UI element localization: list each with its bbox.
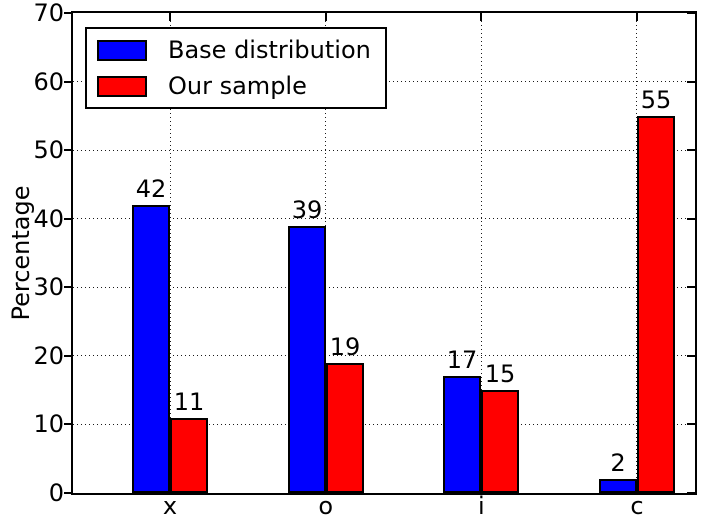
y-tick-left [64, 80, 71, 83]
h-gridline [73, 423, 695, 425]
bar-value-label: 17 [446, 346, 478, 374]
h-gridline [73, 149, 695, 151]
bar-i-base [443, 376, 481, 493]
legend-label-base-distribution: Base distribution [168, 36, 371, 64]
plot-area: Base distribution Our sample 42 39 17 2 11 19… [64, 11, 697, 495]
bar-i-sample [481, 390, 519, 493]
y-tick-left [64, 354, 71, 357]
y-tick-label: 10 [33, 410, 64, 439]
v-gridline [636, 13, 638, 493]
bar-value-label: 15 [484, 360, 516, 388]
y-tick-label: 50 [33, 136, 64, 165]
y-tick-left [64, 492, 71, 494]
y-tick-right [687, 492, 695, 494]
y-tick-label: 40 [33, 204, 64, 233]
y-tick-label: 70 [33, 0, 64, 27]
bar-value-label: 11 [173, 388, 205, 416]
v-gridline [169, 13, 171, 493]
h-gridline [73, 218, 695, 220]
h-gridline [73, 286, 695, 288]
y-tick-label: 60 [33, 67, 64, 96]
y-tick-label: 20 [33, 341, 64, 370]
x-tick-label: c [630, 492, 644, 519]
x-tick-label: i [477, 492, 485, 519]
bar-value-label: 42 [135, 175, 167, 203]
x-tick-top [324, 13, 327, 21]
bar-value-label: 55 [640, 86, 672, 114]
y-tick-right [687, 423, 695, 426]
legend-item-our-sample: Our sample [97, 68, 385, 104]
y-tick-left [64, 286, 71, 289]
y-tick-left [64, 149, 71, 152]
legend: Base distribution Our sample [85, 27, 387, 109]
y-tick-right [687, 80, 695, 83]
v-gridline [480, 13, 482, 493]
bar-value-label: 2 [610, 449, 626, 477]
y-tick-label: 30 [33, 273, 64, 302]
y-tick-right [687, 149, 695, 152]
legend-swatch-blue [97, 39, 147, 61]
y-tick-left [64, 12, 71, 14]
bar-x-sample [170, 418, 208, 493]
bar-x-base [132, 205, 170, 493]
y-tick-right [687, 354, 695, 357]
y-tick-left [64, 217, 71, 220]
legend-label-our-sample: Our sample [168, 72, 307, 100]
y-tick-right [687, 12, 695, 14]
bar-value-label: 19 [329, 333, 361, 361]
y-tick-right [687, 217, 695, 220]
bar-c-base [599, 479, 637, 493]
h-gridline [73, 355, 695, 357]
legend-item-base-distribution: Base distribution [97, 32, 385, 68]
legend-swatch-red [97, 75, 147, 97]
bar-o-sample [326, 363, 364, 493]
bar-value-label: 39 [291, 196, 323, 224]
y-tick-label: 0 [48, 479, 64, 507]
x-tick-top [169, 13, 171, 21]
x-tick-top [480, 13, 483, 21]
y-tick-left [64, 423, 71, 426]
bar-o-base [288, 226, 326, 493]
bar-c-sample [637, 116, 675, 493]
x-tick-label: x [162, 492, 178, 519]
y-tick-right [687, 286, 695, 289]
x-tick-top [635, 13, 638, 21]
x-tick-label: o [318, 492, 333, 519]
